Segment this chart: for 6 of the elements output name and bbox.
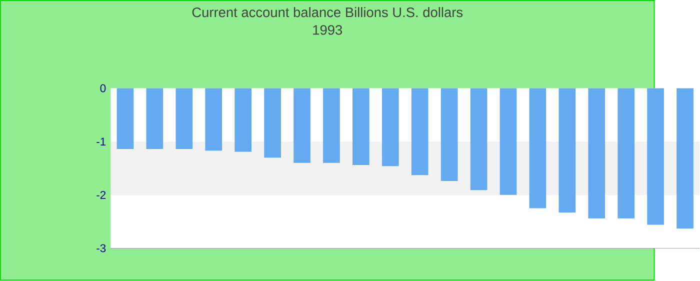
chart-subtitle: 1993: [313, 25, 342, 35]
y-tick-label: -3: [96, 244, 106, 252]
y-tick-label: 0: [100, 84, 106, 92]
y-tick-label: -2: [96, 191, 106, 200]
y-tick-label: -1: [96, 138, 106, 146]
chart-title: Current account balance Billions U.S. dollars: [192, 7, 463, 18]
